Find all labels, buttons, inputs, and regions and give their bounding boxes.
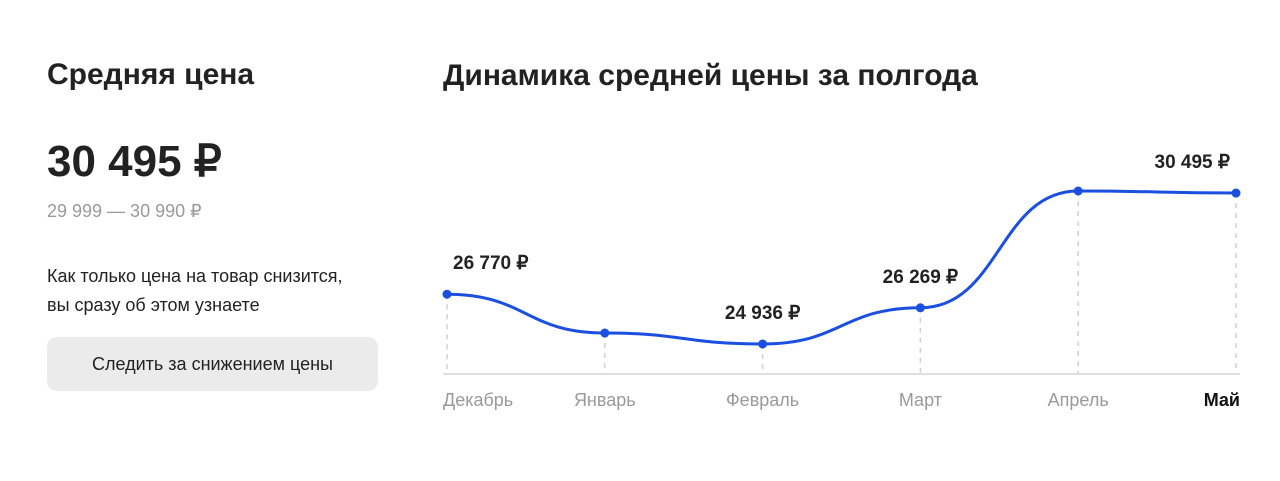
x-tick-label: Апрель	[1048, 390, 1109, 410]
notice-line: вы сразу об этом узнаете	[47, 295, 260, 315]
point	[758, 339, 768, 349]
point	[442, 289, 452, 299]
point	[1231, 188, 1241, 198]
value-label: 26 269 ₽	[883, 267, 958, 288]
track-price-button[interactable]: Следить за снижением цены	[47, 337, 378, 391]
x-tick-label: Декабрь	[443, 390, 513, 410]
point	[600, 328, 610, 338]
notice-line: Как только цена на товар снизится,	[47, 266, 343, 286]
chart-title: Динамика средней цены за полгода	[443, 59, 978, 92]
x-tick-label: Май	[1204, 390, 1240, 410]
average-price: 30 495 ₽	[47, 137, 222, 186]
panel-title: Средняя цена	[47, 58, 255, 91]
notice: Как только цена на товар снизится, вы ср…	[47, 262, 343, 320]
price-range: 29 999 — 30 990 ₽	[47, 201, 202, 221]
x-tick-label: Февраль	[726, 390, 799, 410]
point	[1073, 186, 1083, 196]
value-label: 24 936 ₽	[725, 303, 800, 324]
value-label: 30 495 ₽	[1155, 152, 1230, 173]
point	[915, 303, 925, 313]
x-tick-label: Март	[899, 390, 942, 410]
value-label: 26 770 ₽	[453, 253, 528, 274]
price-line	[446, 189, 1237, 346]
x-tick-label: Январь	[574, 390, 636, 410]
